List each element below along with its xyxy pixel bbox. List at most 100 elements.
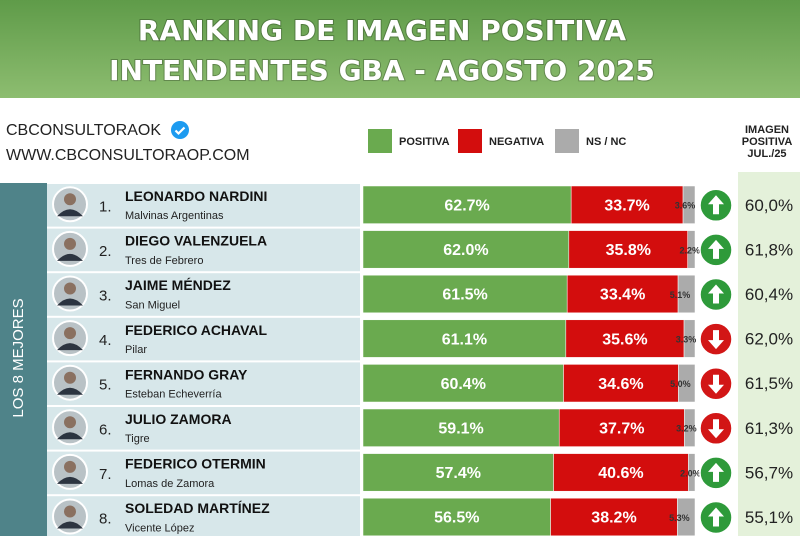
name: JULIO ZAMORA bbox=[125, 411, 232, 427]
rank: 1. bbox=[99, 198, 112, 215]
value-label: 61.1% bbox=[442, 331, 487, 348]
arrow-down bbox=[699, 322, 733, 356]
bar-segment bbox=[568, 230, 688, 269]
place: San Miguel bbox=[125, 299, 180, 311]
value-label: 35.8% bbox=[606, 242, 651, 259]
header-bg bbox=[0, 0, 800, 98]
name: FEDERICO OTERMIN bbox=[125, 456, 266, 472]
place: Pilar bbox=[125, 344, 147, 356]
bar-segment bbox=[684, 408, 696, 447]
rank: 8. bbox=[99, 510, 112, 527]
value-label: 5.0% bbox=[670, 379, 691, 389]
chart-title: RANKING DE IMAGEN POSITIVA bbox=[138, 14, 626, 47]
name: LEONARDO NARDINI bbox=[125, 188, 267, 204]
value-label: 34.6% bbox=[598, 376, 643, 393]
group-label: LOS 8 MEJORES bbox=[10, 298, 27, 417]
bar-segment bbox=[566, 274, 679, 314]
photo bbox=[52, 320, 88, 357]
comparison-header: IMAGEN POSITIVA JUL./25 bbox=[741, 124, 793, 160]
row-bg bbox=[47, 273, 360, 316]
value-label: 37.7% bbox=[599, 421, 644, 438]
rank: 2. bbox=[99, 243, 112, 260]
legend-swatch bbox=[458, 129, 482, 153]
arrow-shape bbox=[708, 374, 724, 394]
value-label: 40.6% bbox=[598, 465, 643, 482]
arrow-up bbox=[699, 188, 733, 223]
bar-segment bbox=[362, 453, 554, 492]
arrow-shape bbox=[708, 330, 724, 350]
photo-body bbox=[57, 476, 83, 484]
rank: 3. bbox=[99, 287, 112, 304]
comparison-value: 62,0% bbox=[745, 330, 793, 349]
bar-segment bbox=[683, 319, 696, 358]
bar-segment bbox=[362, 230, 570, 269]
name: FEDERICO ACHAVAL bbox=[125, 322, 268, 338]
website: WWW.CBCONSULTORAOP.COM bbox=[6, 147, 250, 164]
photo-head bbox=[64, 327, 76, 340]
photo-head bbox=[64, 416, 76, 429]
photo bbox=[52, 409, 88, 446]
photo bbox=[52, 275, 88, 312]
value-label: 62.0% bbox=[443, 242, 488, 259]
row-bg bbox=[47, 451, 360, 495]
photo bbox=[52, 453, 88, 490]
value-label: 59.1% bbox=[438, 421, 483, 438]
arrow-down bbox=[699, 366, 733, 401]
photo-body bbox=[57, 209, 83, 217]
bar-segment bbox=[678, 364, 696, 403]
value-label: 62.7% bbox=[444, 198, 489, 215]
row-bg bbox=[47, 496, 360, 536]
bar-segment bbox=[550, 497, 678, 536]
value-label: 3.2% bbox=[676, 424, 697, 434]
bar-segment bbox=[565, 319, 685, 358]
legend-label: NS / NC bbox=[586, 136, 626, 148]
value-label: 3.6% bbox=[675, 201, 696, 211]
place: Malvinas Argentinas bbox=[125, 210, 224, 222]
value-label: 2.2% bbox=[679, 245, 700, 255]
comparison-value: 55,1% bbox=[745, 508, 793, 527]
photo-body bbox=[57, 298, 83, 306]
legend-swatch bbox=[555, 129, 579, 153]
name: FERNANDO GRAY bbox=[125, 366, 248, 382]
bar-segment bbox=[362, 408, 560, 447]
arrow-up bbox=[699, 456, 733, 490]
chart-subtitle: INTENDENTES GBA - AGOSTO 2025 bbox=[109, 54, 655, 87]
comparison-value: 56,7% bbox=[745, 463, 793, 482]
photo-body bbox=[57, 521, 83, 529]
bar-segment bbox=[688, 453, 696, 492]
rank: 6. bbox=[99, 421, 112, 438]
comparison-value: 61,8% bbox=[745, 240, 793, 259]
row-bg bbox=[47, 317, 360, 361]
photo-body bbox=[57, 253, 83, 261]
row-bg bbox=[47, 407, 360, 450]
bar-segment bbox=[687, 230, 696, 269]
rank: 7. bbox=[99, 466, 112, 483]
photo-body bbox=[57, 432, 83, 440]
photo bbox=[52, 498, 88, 535]
legend-label: POSITIVA bbox=[399, 136, 450, 148]
arrow-shape bbox=[708, 195, 724, 215]
bar-segment bbox=[362, 185, 572, 224]
place: Vicente López bbox=[125, 522, 195, 534]
value-label: 2.0% bbox=[680, 468, 701, 478]
arrow-shape bbox=[708, 507, 724, 527]
arrow-shape bbox=[708, 239, 724, 259]
photo bbox=[52, 364, 88, 401]
photo-head bbox=[64, 193, 76, 206]
photo-body bbox=[57, 387, 83, 395]
bar-segment bbox=[553, 453, 689, 492]
comparison-value: 60,4% bbox=[745, 285, 793, 304]
place: Tres de Febrero bbox=[125, 255, 203, 267]
photo bbox=[52, 230, 88, 267]
value-label: 5.1% bbox=[670, 290, 691, 300]
photo-body bbox=[57, 343, 83, 351]
photo-head bbox=[64, 237, 76, 250]
arrow-up bbox=[699, 500, 733, 535]
comparison-value: 61,3% bbox=[745, 419, 793, 438]
bar-segment bbox=[558, 408, 685, 447]
comparison-bg bbox=[738, 172, 800, 536]
arrow-shape bbox=[708, 462, 724, 482]
photo-head bbox=[64, 460, 76, 473]
